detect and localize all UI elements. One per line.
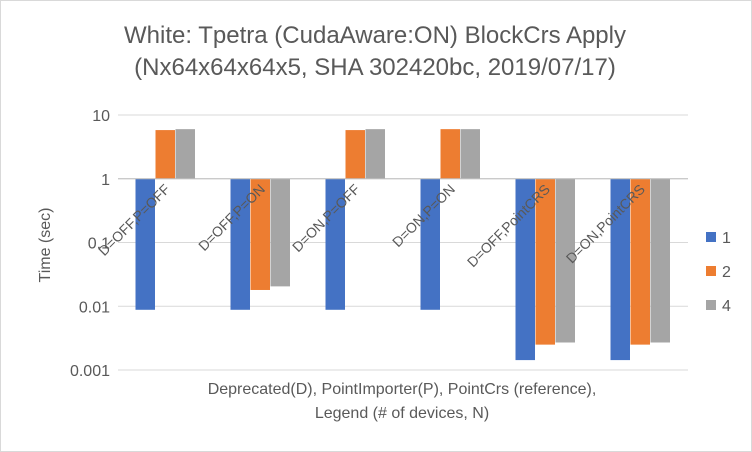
legend[interactable]: 1 2 4 (706, 230, 731, 315)
y-tick-label: 0.001 (70, 363, 110, 380)
bar-series-4-1 (270, 178, 290, 287)
y-tick-label: 1 (101, 172, 110, 189)
bar-series-2-3 (440, 129, 460, 179)
bars (135, 129, 670, 361)
legend-label: 4 (722, 298, 731, 315)
bar-series-1-3 (420, 178, 440, 310)
bar-series-1-1 (230, 178, 250, 310)
chart-title: White: Tpetra (CudaAware:ON) BlockCrs Ap… (124, 22, 626, 49)
y-tick-labels: 10 1 0.1 0.01 0.001 (70, 108, 110, 380)
category-label: D=OFF,P=OFF (95, 181, 173, 259)
bar-series-1-2 (325, 178, 345, 310)
y-tick-label: 0.01 (79, 299, 110, 316)
bar-series-2-4 (535, 178, 555, 345)
x-axis-label-line: Legend (# of devices, N) (315, 405, 489, 422)
bar-series-1-5 (610, 178, 630, 361)
bar-series-2-5 (630, 178, 650, 345)
chart-title-block: White: Tpetra (CudaAware:ON) BlockCrs Ap… (0, 20, 750, 84)
y-axis-label: Time (sec) (37, 208, 54, 283)
bar-series-2-0 (155, 130, 175, 179)
bar-series-4-5 (650, 178, 670, 343)
bar-series-2-2 (345, 130, 365, 179)
x-axis-label: Deprecated(D), PointImporter(P), PointCr… (208, 381, 597, 422)
y-tick-label: 0.1 (88, 236, 110, 253)
y-tick-label: 10 (92, 108, 110, 125)
legend-swatch (706, 232, 716, 242)
bar-series-2-1 (250, 178, 270, 290)
bar-series-4-4 (555, 178, 575, 343)
bar-series-1-4 (515, 178, 535, 361)
legend-swatch (706, 300, 716, 310)
legend-label: 2 (722, 264, 731, 281)
bar-series-4-2 (365, 129, 385, 179)
bar-series-4-3 (460, 129, 480, 179)
legend-label: 1 (722, 230, 731, 247)
x-axis-label-line: Deprecated(D), PointImporter(P), PointCr… (208, 381, 597, 398)
legend-swatch (706, 266, 716, 276)
bar-series-1-0 (135, 178, 155, 310)
chart-subtitle: (Nx64x64x64x5, SHA 302420bc, 2019/07/17) (134, 54, 616, 81)
bar-series-4-0 (175, 129, 195, 179)
